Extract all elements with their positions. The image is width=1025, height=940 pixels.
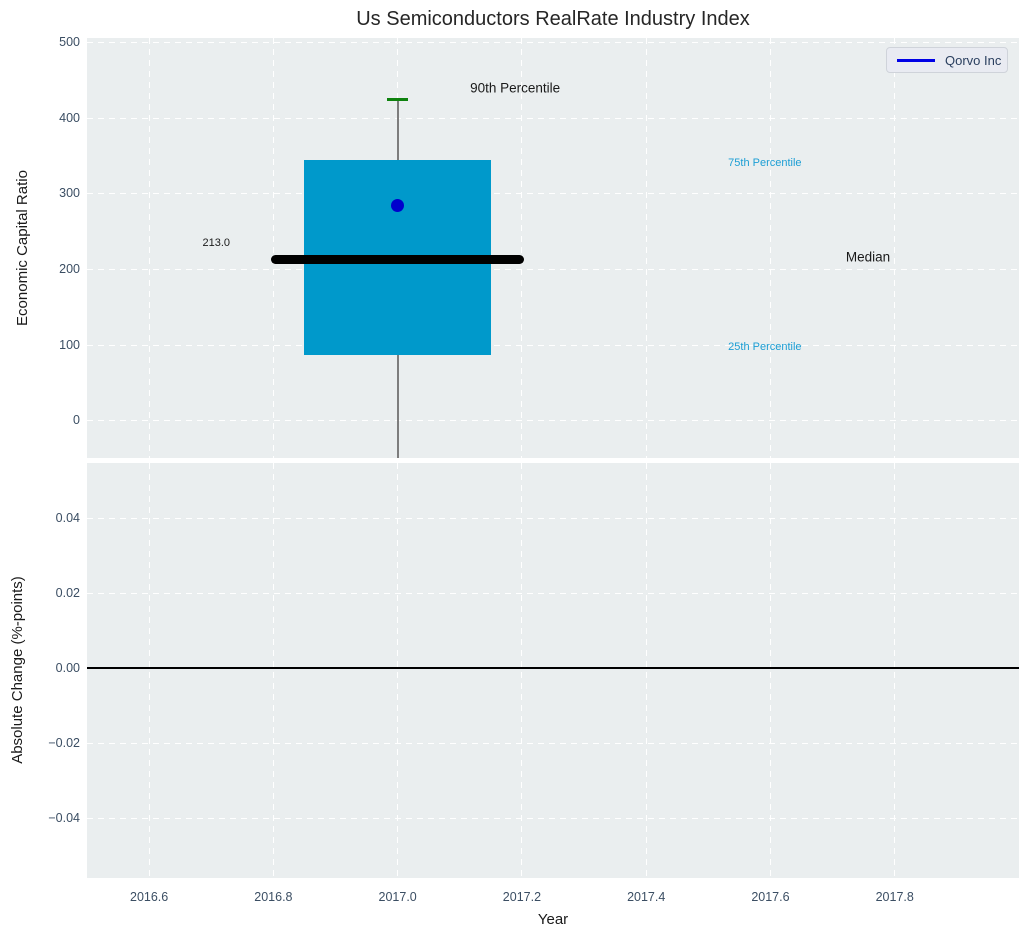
- percentile-90-cap: [387, 97, 409, 101]
- legend-line-sample: [897, 58, 935, 62]
- annotation-label: Median: [845, 249, 891, 265]
- x-tick-label: 2017.0: [378, 890, 417, 904]
- x-tick-label: 2017.4: [627, 890, 666, 904]
- bottom-plot-area[interactable]: [87, 463, 1019, 878]
- gridline-y: [87, 117, 1019, 119]
- annotation-label: 213.0: [202, 237, 230, 250]
- annotation-label: 75th Percentile: [728, 156, 802, 169]
- gridline-y: [87, 193, 1019, 195]
- gridline-x: [272, 38, 274, 458]
- annotation-label: 90th Percentile: [470, 80, 561, 96]
- gridline-x: [894, 38, 896, 458]
- y-axis-title-bottom: Absolute Change (%-points): [9, 576, 26, 764]
- figure-title: Us Semiconductors RealRate Industry Inde…: [356, 8, 750, 30]
- legend[interactable]: Qorvo Inc: [886, 47, 1008, 73]
- x-tick-label: 2017.6: [751, 890, 790, 904]
- company-data-point[interactable]: [391, 198, 405, 212]
- y-tick-label: 0.02: [55, 585, 80, 600]
- gridline-x: [521, 463, 523, 878]
- gridline-x: [769, 463, 771, 878]
- gridline-y: [87, 344, 1019, 346]
- gridline-x: [272, 463, 274, 878]
- y-tick-label: −0.04: [48, 810, 80, 825]
- gridline-x: [148, 463, 150, 878]
- gridline-x: [645, 463, 647, 878]
- annotation-label: 25th Percentile: [728, 340, 802, 353]
- y-tick-label: 0.00: [55, 660, 80, 675]
- gridline-y: [87, 592, 1019, 594]
- gridline-x: [769, 38, 771, 458]
- y-tick-label: −0.02: [48, 735, 80, 750]
- median-line: [271, 255, 525, 265]
- x-axis-title: Year: [537, 911, 569, 928]
- gridline-y: [87, 269, 1019, 271]
- legend-label: Qorvo Inc: [945, 52, 1002, 68]
- zero-line: [87, 667, 1019, 669]
- y-tick-label: 400: [59, 110, 80, 125]
- y-tick-label: 500: [59, 35, 80, 50]
- y-tick-label: 100: [59, 337, 80, 352]
- y-tick-label: 300: [59, 186, 80, 201]
- gridline-x: [397, 463, 399, 878]
- y-tick-label: 0: [73, 413, 80, 428]
- gridline-y: [87, 742, 1019, 744]
- gridline-x: [521, 38, 523, 458]
- y-tick-label: 0.04: [55, 510, 80, 525]
- x-tick-label: 2017.2: [502, 890, 542, 904]
- gridline-y: [87, 42, 1019, 44]
- x-tick-label: 2016.6: [130, 890, 169, 904]
- gridline-x: [894, 463, 896, 878]
- y-tick-label: 200: [59, 262, 80, 277]
- gridline-y: [87, 517, 1019, 519]
- top-plot-area[interactable]: 90th Percentile 213.0 75th Percentile Media…: [87, 38, 1019, 458]
- gridline-x: [645, 38, 647, 458]
- gridline-x: [148, 38, 150, 458]
- x-tick-label: 2017.8: [875, 890, 914, 904]
- x-tick-label: 2016.8: [254, 890, 293, 904]
- gridline-y: [87, 420, 1019, 422]
- gridline-y: [87, 817, 1019, 819]
